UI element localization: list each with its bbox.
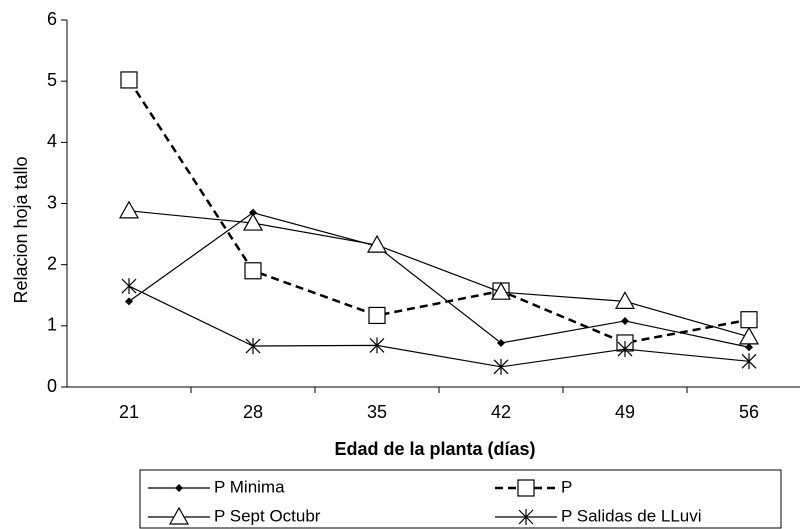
y-tick-label: 3: [47, 192, 57, 212]
x-tick-label: 49: [615, 402, 635, 422]
series-line: [128, 210, 750, 338]
x-tick-label: 56: [739, 402, 759, 422]
data-point: [369, 337, 385, 354]
y-axis-label: Relacion hoja tallo: [11, 156, 31, 303]
legend-marker: [175, 484, 183, 492]
data-point: [621, 316, 629, 325]
data-point: [242, 212, 264, 231]
y-tick-label: 2: [47, 253, 57, 273]
legend-label: P Sept Octubr: [214, 506, 321, 525]
data-point: [738, 326, 760, 345]
series-line: [128, 212, 750, 348]
data-point: [617, 341, 633, 358]
data-point: [493, 358, 509, 375]
legend-label: P: [561, 477, 572, 496]
data-point: [497, 338, 505, 347]
data-point: [490, 281, 512, 300]
y-tick-label: 0: [47, 376, 57, 396]
data-point: [366, 234, 388, 253]
legend-marker: [517, 479, 535, 497]
data-point: [740, 311, 758, 329]
data-point: [125, 297, 133, 306]
series-line: [128, 285, 750, 368]
y-tick-label: 5: [47, 70, 57, 90]
x-axis-label: Edad de la planta (días): [334, 439, 535, 459]
series-line: [127, 79, 750, 345]
data-point: [244, 262, 262, 280]
y-tick-label: 6: [47, 9, 57, 29]
y-tick-label: 1: [47, 315, 57, 335]
data-point: [368, 306, 386, 325]
data-point: [245, 338, 261, 355]
data-point: [118, 200, 140, 219]
data-point: [249, 208, 257, 217]
legend-marker: [518, 509, 534, 525]
legend-label: P Salidas de LLuvi: [561, 506, 702, 525]
data-point: [120, 71, 138, 89]
legend-box: [139, 469, 782, 529]
x-tick-label: 35: [367, 402, 387, 422]
data-point: [121, 278, 137, 295]
data-point: [614, 291, 636, 309]
x-tick-label: 42: [491, 402, 511, 422]
legend-label: P Minima: [214, 477, 285, 496]
x-tick-label: 21: [119, 402, 139, 422]
data-point: [745, 343, 753, 352]
x-tick-label: 28: [243, 402, 263, 422]
y-tick-label: 4: [47, 131, 57, 151]
legend-marker: [168, 506, 190, 525]
data-point: [741, 353, 757, 370]
